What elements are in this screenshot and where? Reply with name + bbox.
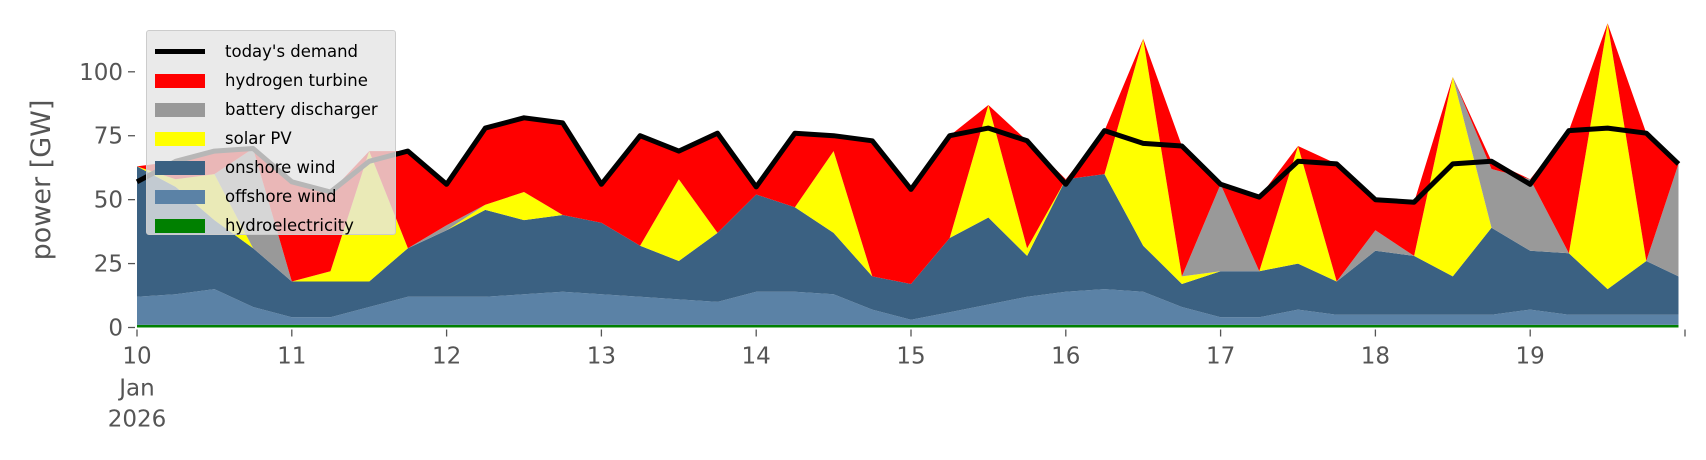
x-tick-label: 15 [896, 344, 925, 370]
legend-item-battery: battery discharger [155, 95, 387, 124]
x-tick-label: 10 [122, 344, 151, 370]
area-hydroelectricity [137, 324, 1679, 328]
line-swatch-icon [155, 49, 205, 54]
legend-item-offshore: offshore wind [155, 182, 387, 211]
swatch-icon [155, 73, 205, 88]
area-hydrogen-turbine [137, 23, 1679, 284]
y-axis-label: power [GW] [26, 100, 57, 261]
swatch-icon [155, 189, 205, 204]
legend-label: offshore wind [225, 187, 337, 206]
legend-item-onshore: onshore wind [155, 153, 387, 182]
y-tick-label: 0 [108, 316, 123, 342]
legend-label: hydroelectricity [225, 216, 354, 235]
y-tick-label: 75 [94, 124, 123, 150]
x-tick-label: 19 [1516, 344, 1545, 370]
legend-item-solar: solar PV [155, 124, 387, 153]
area-solar-pv [137, 23, 1679, 290]
legend-label: hydrogen turbine [225, 71, 368, 90]
area-offshore-wind [137, 289, 1679, 325]
y-tick-label: 50 [94, 188, 123, 214]
x-tick-label: 16 [1051, 344, 1080, 370]
legend-label: today's demand [225, 42, 359, 61]
swatch-icon [155, 131, 205, 146]
swatch-icon [155, 102, 205, 117]
x-tick-sublabel: 2026 [108, 407, 167, 433]
legend-item-hydro: hydroelectricity [155, 211, 387, 240]
axes: 0 25 50 75 100 10 Jan 2026 11 12 13 14 15 16 17 18 19 [79, 60, 1686, 433]
x-tick-sublabel: Jan [117, 376, 154, 402]
y-tick-label: 100 [79, 60, 123, 86]
x-tick-label: 17 [1206, 344, 1235, 370]
legend-label: battery discharger [225, 100, 378, 119]
area-layers [137, 23, 1679, 328]
area-onshore-wind [137, 166, 1679, 320]
x-tick-label: 11 [277, 344, 306, 370]
x-tick-label: 12 [432, 344, 461, 370]
legend-item-demand: today's demand [155, 37, 387, 66]
x-tick-label: 14 [742, 344, 771, 370]
legend-label: solar PV [225, 129, 292, 148]
legend-item-hydrogen: hydrogen turbine [155, 66, 387, 95]
swatch-icon [155, 160, 205, 175]
legend-label: onshore wind [225, 158, 336, 177]
y-tick-label: 25 [94, 252, 123, 278]
swatch-icon [155, 218, 205, 233]
legend: today's demand hydrogen turbine battery … [146, 30, 396, 235]
x-tick-label: 13 [587, 344, 616, 370]
x-tick-label: 18 [1361, 344, 1390, 370]
